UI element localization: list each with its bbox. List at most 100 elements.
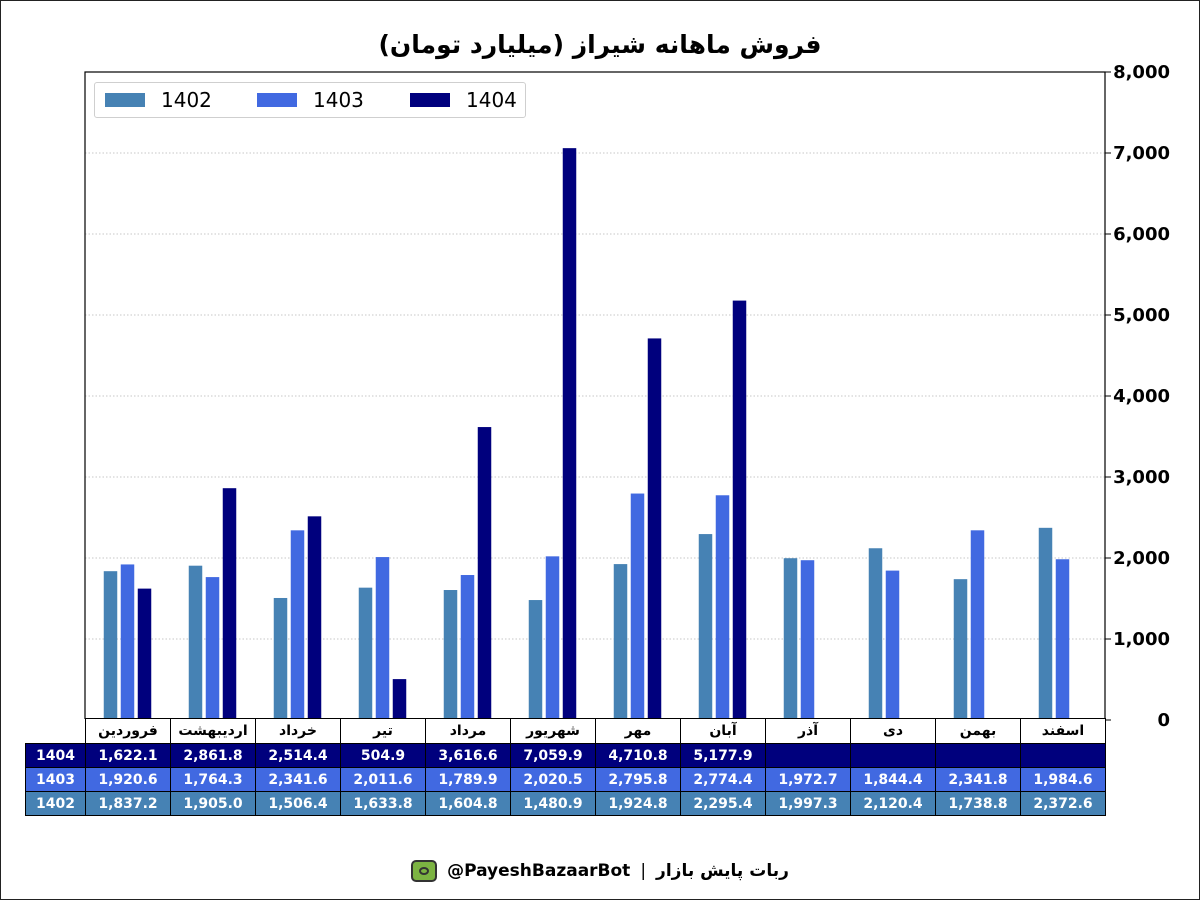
table-cell: 1,738.8 (935, 791, 1021, 816)
bar-1404-2 (222, 488, 237, 720)
legend-label-1403: 1403 (313, 88, 364, 112)
legend-label-1404: 1404 (466, 88, 517, 112)
y-tick-label: 0 (1157, 710, 1170, 731)
table-cell: 2,795.8 (595, 767, 681, 792)
bars-group (103, 148, 1070, 721)
legend-item-1402: 1402 (105, 83, 212, 117)
table-cell: 2,861.8 (170, 743, 256, 768)
table-cell: 1,604.8 (425, 791, 511, 816)
bar-1402-12 (1038, 527, 1053, 720)
table-row-label: 1404 (25, 743, 86, 768)
table-cell: 1,997.3 (765, 791, 851, 816)
table-cell: 1,633.8 (340, 791, 426, 816)
table-cell: 7,059.9 (510, 743, 596, 768)
bar-1404-3 (307, 516, 322, 720)
month-label: دی (850, 718, 936, 744)
plot-area-border (84, 71, 1106, 721)
monitor-bot-icon (411, 860, 438, 882)
bar-1404-5 (477, 427, 492, 720)
y-tick-label: 8,000 (1113, 62, 1170, 83)
table-row-label: 1403 (25, 767, 86, 792)
table-cell: 4,710.8 (595, 743, 681, 768)
month-label: اردیبهشت (170, 718, 256, 744)
bar-1404-1 (137, 588, 152, 720)
y-axis: 0 1,000 2,000 3,000 4,000 5,000 6,000 7,000 8,00… (1105, 62, 1170, 731)
data-table: فروردین اردیبهشت خرداد تیر مرداد شهریور مهر آبا… (25, 718, 1106, 816)
bar-1403-2 (205, 577, 220, 720)
bar-1402-4 (358, 587, 373, 720)
bar-1403-4 (375, 557, 390, 720)
table-cell: 1,764.3 (170, 767, 256, 792)
bar-1403-3 (290, 530, 305, 720)
y-tick-label: 4,000 (1113, 386, 1170, 407)
month-label: بهمن (935, 718, 1021, 744)
table-cell (935, 743, 1021, 768)
month-label: خرداد (255, 718, 341, 744)
table-row-1403: 1403 1,920.6 1,764.3 2,341.6 2,011.6 1,789.9 2… (25, 767, 1106, 792)
table-cell: 504.9 (340, 743, 426, 768)
bar-1403-10 (885, 570, 900, 720)
y-tick-label: 6,000 (1113, 224, 1170, 245)
legend-label-1402: 1402 (161, 88, 212, 112)
bar-1403-7 (630, 493, 645, 720)
month-label: اسفند (1020, 718, 1106, 744)
bar-1403-12 (1055, 559, 1070, 720)
bar-1402-9 (783, 558, 798, 720)
month-label: آبان (680, 718, 766, 744)
table-cell: 2,514.4 (255, 743, 341, 768)
footer-separator: | (640, 861, 647, 881)
table-cell: 3,616.6 (425, 743, 511, 768)
month-label: تیر (340, 718, 426, 744)
bar-1404-7 (647, 338, 662, 720)
table-header-row: فروردین اردیبهشت خرداد تیر مرداد شهریور مهر آبا… (25, 718, 1106, 744)
table-cell: 2,341.6 (255, 767, 341, 792)
table-cell: 1,905.0 (170, 791, 256, 816)
bar-1404-8 (732, 300, 747, 720)
table-cell: 1,506.4 (255, 791, 341, 816)
grid-lines (85, 152, 1105, 640)
table-cell: 1,480.9 (510, 791, 596, 816)
table-cell: 5,177.9 (680, 743, 766, 768)
bar-1402-7 (613, 564, 628, 720)
table-cell: 1,920.6 (85, 767, 171, 792)
bar-1402-3 (273, 597, 288, 720)
month-label: آذر (765, 718, 851, 744)
table-cell: 1,972.7 (765, 767, 851, 792)
table-row-label: 1402 (25, 791, 86, 816)
footer: @PayeshBazaarBot | ربات پایش بازار (0, 856, 1200, 886)
bar-1403-6 (545, 556, 560, 720)
month-label: مهر (595, 718, 681, 744)
legend-item-1404: 1404 (410, 83, 517, 117)
legend-swatch-1404 (410, 93, 450, 107)
chart-title: فروش ماهانه شیراز (میلیارد تومان) (378, 30, 822, 59)
table-cell: 1,844.4 (850, 767, 936, 792)
table-row-1402: 1402 1,837.2 1,905.0 1,506.4 1,633.8 1,604.8 1… (25, 791, 1106, 816)
table-cell: 2,120.4 (850, 791, 936, 816)
table-corner-cell (25, 718, 86, 744)
bar-1403-11 (970, 530, 985, 720)
table-cell: 1,984.6 (1020, 767, 1106, 792)
table-row-1404: 1404 1,622.1 2,861.8 2,514.4 504.9 3,616.6 7,0… (25, 743, 1106, 768)
y-tick-label: 3,000 (1113, 467, 1170, 488)
bar-1403-8 (715, 495, 730, 720)
table-cell (765, 743, 851, 768)
y-tick-label: 5,000 (1113, 305, 1170, 326)
bar-1404-4 (392, 679, 407, 720)
bar-1403-1 (120, 564, 135, 720)
y-tick-label: 2,000 (1113, 548, 1170, 569)
table-cell (850, 743, 936, 768)
table-cell: 1,924.8 (595, 791, 681, 816)
bar-1402-11 (953, 579, 968, 720)
table-cell: 1,622.1 (85, 743, 171, 768)
bar-1402-1 (103, 571, 118, 720)
legend-swatch-1402 (105, 93, 145, 107)
bar-1402-6 (528, 600, 543, 720)
table-cell: 1,837.2 (85, 791, 171, 816)
legend: 1402 1403 1404 (94, 82, 526, 118)
month-label: مرداد (425, 718, 511, 744)
bar-1402-5 (443, 590, 458, 720)
bar-1403-5 (460, 575, 475, 720)
table-cell (1020, 743, 1106, 768)
legend-swatch-1403 (257, 93, 297, 107)
